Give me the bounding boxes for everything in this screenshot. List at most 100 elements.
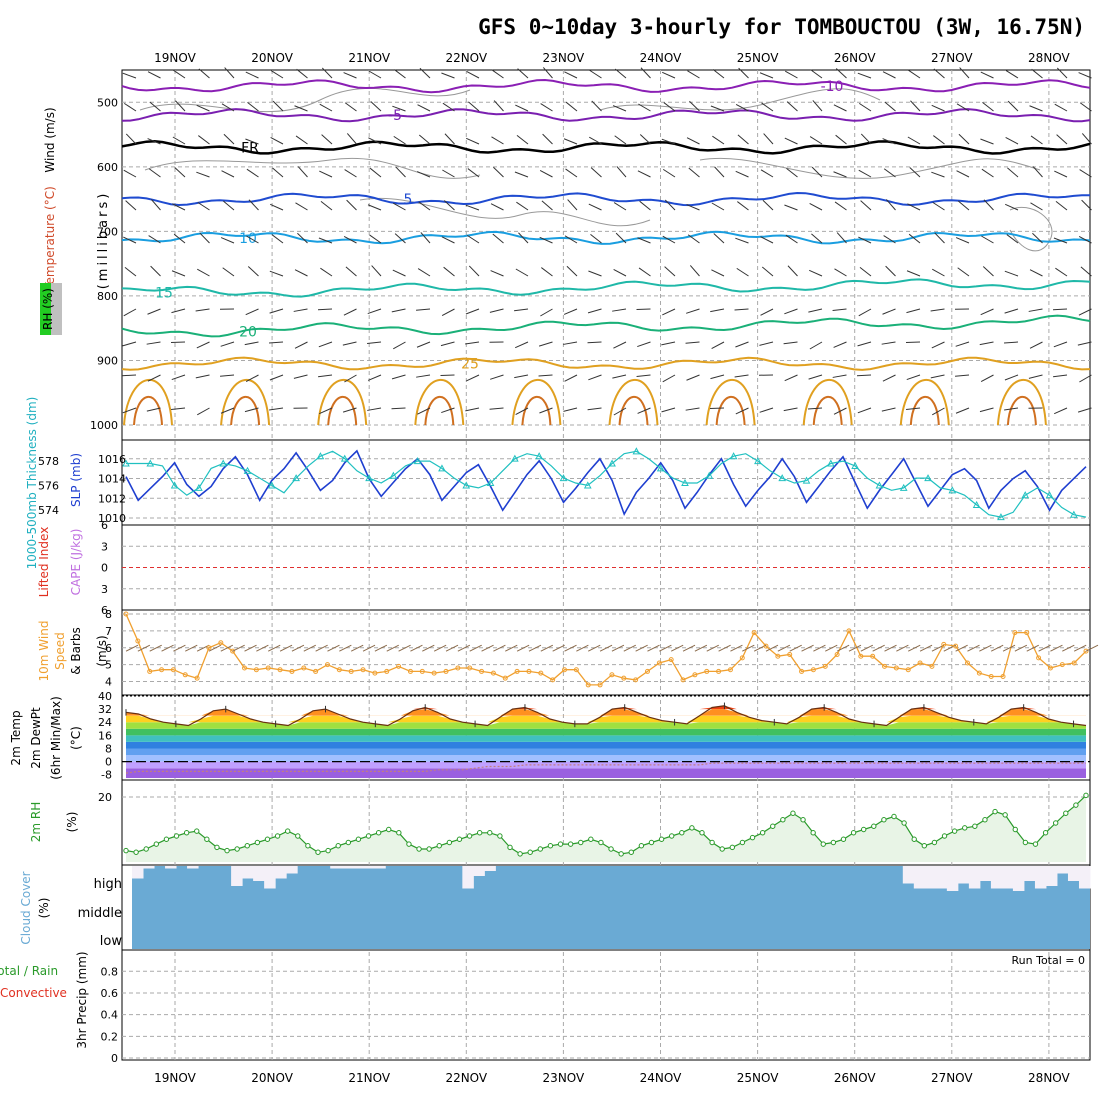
wind-barb [317,308,333,311]
wind-barb [514,171,529,178]
cloud-high-gap [275,866,287,879]
wind10-barb [1026,644,1039,652]
wind10-point [976,670,982,676]
thickness-line [126,450,1087,518]
wind-barb [882,71,896,79]
rh-contour [599,88,881,111]
li-tick: 3 [101,583,108,596]
wind10-barb [433,644,447,652]
li-tick: 6 [101,604,108,617]
wind-barb [272,100,284,112]
wind-barb [248,199,259,211]
wind-barb [955,407,970,414]
rh-point [497,833,503,839]
wind-barb [465,308,480,315]
thickness-tick: 576 [38,479,59,492]
wind10-point [289,668,295,674]
wind10-point [1047,665,1053,671]
rh-point [881,817,887,823]
wind-barb [981,235,994,244]
wind-barb [932,407,945,416]
slp-tick: 1012 [98,492,126,505]
wind10-barb [256,644,269,652]
wind10-point [348,668,354,674]
wind-barb [542,67,553,79]
wind10-barb [303,644,317,652]
wind-barb [956,170,970,178]
isotherm-label: -5 [388,108,402,124]
wind-barb [295,202,308,211]
wind-barb [979,407,994,413]
wind-barb [344,374,357,383]
rh-point [244,843,250,849]
rh-point [305,843,311,849]
cloud-high-gap [253,866,265,881]
wind-barb [930,308,945,312]
wind-barb [294,341,308,349]
wind-barb [858,102,872,112]
wind-barb [783,341,798,345]
wind10-barb [1050,644,1063,652]
wind10-barb [1085,644,1099,652]
wind-barb [1032,232,1043,244]
wind-barb [391,374,406,380]
wind-barb [563,341,578,345]
wind10-point [550,677,556,683]
temp-tick: 32 [98,703,112,716]
wind10-point [1071,660,1077,666]
thickness-point [365,474,373,482]
cloud-high-gap [484,866,496,871]
wind-barb [638,103,651,112]
wind-barb [734,308,749,311]
wind-barb [247,101,259,112]
precip-tick: 0.4 [101,1009,119,1022]
wind-barb [1005,70,1019,79]
wind-barb [857,72,872,79]
wind-barb [1056,134,1068,145]
wind-barb [615,232,627,244]
cloud-high-gap [1012,866,1025,891]
wind-barb [858,169,872,178]
thickness-point [583,481,592,489]
wind-barb [367,407,382,411]
wind-barb [711,202,725,211]
wind-barb [269,308,284,314]
wind-barb [784,374,798,382]
rh-point [1042,830,1049,836]
thickness-point [656,464,665,472]
wind-barb [223,133,235,145]
wind-barb [1031,68,1043,79]
wind-barb [590,167,602,178]
top-day-label: 24NOV [640,51,682,65]
rh-point [638,843,645,849]
cloud-high-gap [990,866,1003,889]
wind-barb [589,69,602,79]
wind10-point [372,670,378,676]
wind-barb [1030,202,1043,211]
cloud-high-gap [1034,866,1047,889]
wind10-point [324,662,330,668]
temp-tick: 8 [105,742,112,755]
wind-barb [881,407,896,412]
wind-barb [346,199,357,211]
wind-barb [980,71,994,79]
isotherm-label: 20 [239,324,257,340]
rh-point [1073,802,1079,808]
wind-barb [491,69,504,79]
wind-barb [367,204,382,211]
wind-barb [371,265,382,277]
wind-barb [738,67,749,79]
rh-point [739,839,746,846]
wind-barb [441,308,455,317]
wind10-barb [505,644,518,652]
cloud-high-gap [363,866,375,869]
temp-tick: 40 [98,690,112,703]
wind-barb [955,341,970,347]
wind-barb [784,137,798,145]
wind-barb [932,268,945,277]
rh-point [699,830,705,836]
wind-barb [220,374,235,377]
wind-barb [441,72,455,79]
cloud-high-gap [264,866,276,889]
wind-barb [809,269,823,277]
